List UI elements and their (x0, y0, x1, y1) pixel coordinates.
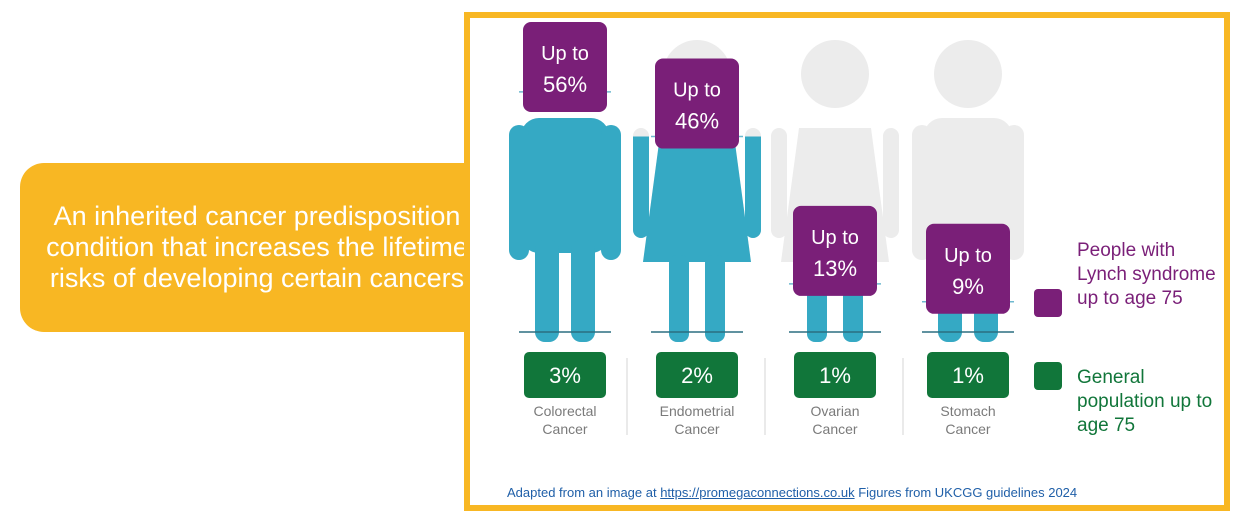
category-label-line2: Cancer (812, 421, 857, 437)
lynch-label-line2: 56% (543, 72, 587, 97)
legend-label-general: General population up to age 75 (1077, 367, 1213, 436)
person-figure-3: Up to 9% 1% Stomach Cancer (912, 40, 1024, 437)
lynch-label-line1: Up to (811, 227, 859, 249)
figure-torso (924, 118, 1012, 253)
person-figure-1: Up to 46% 2% Endometrial Cancer (633, 40, 761, 437)
figure-arm-right (1004, 125, 1024, 260)
figure-fill-lynch (807, 283, 863, 342)
lynch-label-box (655, 58, 739, 149)
figure-leg-left (669, 255, 689, 342)
general-label-box (656, 352, 738, 398)
lynch-label-box (523, 22, 607, 112)
category-label-line1: Ovarian (810, 403, 859, 419)
figure-leg-left (535, 240, 559, 342)
footer-prefix: Adapted from an image at (507, 485, 661, 500)
lynch-label-line1: Up to (944, 245, 992, 267)
lynch-label-box (926, 223, 1010, 314)
figure-arm-left (509, 125, 529, 260)
general-label-value: 3% (549, 363, 581, 388)
figure-arm-right (883, 128, 899, 238)
category-label-line1: Endometrial (660, 403, 735, 419)
figure-torso (521, 118, 609, 253)
footer-suffix: Figures from UKCGG guidelines 2024 (854, 485, 1078, 500)
category-label-line1: Stomach (940, 403, 995, 419)
definition-callout: An inherited cancer predisposition condi… (20, 163, 494, 332)
figure-arm-left (912, 125, 932, 260)
person-figure-0: Up to 56% 3% Colorectal Cancer (509, 22, 621, 437)
lynch-label-line1: Up to (541, 43, 589, 65)
lynch-label-box (793, 205, 877, 296)
legend-swatch-general (1034, 362, 1062, 390)
source-footer: Adapted from an image at https://promega… (507, 485, 1077, 500)
lynch-label-line2: 46% (675, 109, 719, 134)
figure-arm-right (745, 136, 761, 238)
figure-silhouette (771, 40, 899, 342)
general-label-box (524, 352, 606, 398)
category-label-line2: Cancer (542, 421, 587, 437)
lynch-label-line2: 9% (952, 274, 984, 299)
figure-fill-lynch (633, 136, 761, 342)
figure-leg-right (705, 255, 725, 342)
legend-label-lynch: People with Lynch syndrome up to age 75 (1077, 240, 1216, 309)
source-link[interactable]: https://promegaconnections.co.uk (660, 485, 855, 500)
figure-leg-right (571, 240, 595, 342)
general-label-box (794, 352, 876, 398)
figure-arm-left (771, 128, 787, 238)
general-label-value: 1% (952, 363, 984, 388)
general-label-value: 1% (819, 363, 851, 388)
figure-dress (643, 136, 751, 262)
category-label-line2: Cancer (674, 421, 719, 437)
lynch-label-line2: 13% (813, 256, 857, 281)
general-label-value: 2% (681, 363, 713, 388)
figure-leg-left (807, 283, 827, 342)
person-figure-2: Up to 13% 1% Ovarian Cancer (771, 40, 899, 437)
figure-arm-left (633, 136, 649, 238)
lynch-label-line1: Up to (673, 80, 721, 102)
callout-text: An inherited cancer predisposition condi… (46, 201, 468, 293)
figure-head (934, 40, 1002, 108)
legend-swatch-lynch (1034, 289, 1062, 317)
figure-head (801, 40, 869, 108)
figure-arm-right (601, 125, 621, 260)
category-label-line1: Colorectal (533, 403, 596, 419)
figure-leg-right (843, 283, 863, 342)
general-label-box (927, 352, 1009, 398)
category-label-line2: Cancer (945, 421, 990, 437)
